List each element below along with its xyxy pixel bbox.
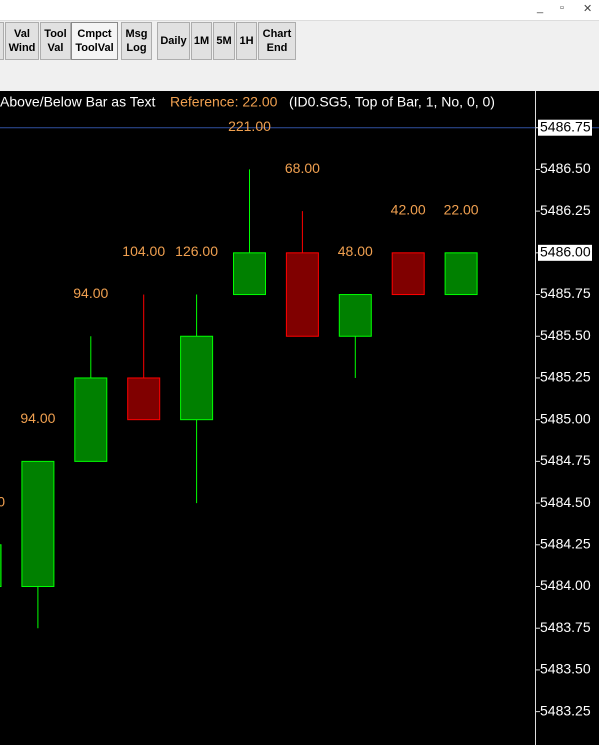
toolbar-button[interactable]: Chart End: [258, 22, 296, 60]
bar-text: 42.00: [391, 202, 426, 218]
button-label: 1M: [193, 35, 210, 47]
y-tick-label: 5485.50: [540, 327, 591, 343]
toolbar-button[interactable]: Val Wind: [5, 22, 39, 60]
candle-body: [127, 377, 161, 421]
candle-body: [74, 377, 108, 462]
button-label: Val: [47, 42, 64, 54]
y-tick-label: 5485.75: [540, 285, 591, 301]
title-bar: _ ▫ ✕: [0, 0, 599, 21]
button-label: Cmpct: [77, 28, 112, 40]
restore-button[interactable]: ▫: [560, 2, 564, 14]
y-tick-label: 5483.25: [540, 702, 591, 718]
button-label: Val: [14, 28, 30, 40]
y-tick-label: 5483.50: [540, 661, 591, 677]
bar-text: 22.00: [444, 202, 479, 218]
chart: Above/Below Bar as Text Reference: 22.00…: [0, 91, 599, 745]
toolbar-button[interactable]: 5M: [213, 22, 235, 60]
study-name: Above/Below Bar as Text: [0, 94, 155, 110]
candle-body: [21, 460, 55, 588]
study-reference: Reference: 22.00: [170, 94, 278, 110]
y-tick-label: 5484.75: [540, 452, 591, 468]
button-label: Daily: [160, 35, 187, 47]
button-label: Chart: [262, 28, 292, 40]
y-tick-label: 5485.25: [540, 369, 591, 385]
price-highlight: [538, 119, 592, 136]
button-label: Wind: [8, 42, 36, 54]
bar-text: 94.00: [20, 410, 55, 426]
bar-text: 126.00: [175, 243, 218, 259]
y-tick-label: 5486.50: [540, 160, 591, 176]
y-tick-label: 5484.00: [540, 577, 591, 593]
bar-text: 0: [0, 493, 5, 509]
minimize-button[interactable]: _: [537, 2, 544, 14]
bar-text: 221.00: [228, 118, 271, 134]
toolbar-button[interactable]: 1H: [236, 22, 257, 60]
button-label: Tool: [44, 28, 67, 40]
candle-body: [338, 294, 372, 337]
toolbar: Val Wind Tool Val Cmpct ToolVal Msg Log Daily 1M 5…: [0, 21, 599, 91]
candle-body: [391, 252, 425, 296]
toolbar-button[interactable]: 1M: [191, 22, 212, 60]
button-label: 5M: [216, 35, 232, 47]
candle-body: [233, 252, 266, 296]
y-tick-label: 5483.75: [540, 619, 591, 635]
button-label: End: [266, 42, 288, 54]
bar-text: 94.00: [73, 285, 108, 301]
candle-body: [444, 252, 478, 296]
candle-body: [285, 252, 319, 337]
partial-button[interactable]: [0, 22, 4, 60]
price-highlight: [538, 244, 592, 261]
study-params: (ID0.SG5, Top of Bar, 1, No, 0, 0): [289, 94, 495, 110]
candle-body: [0, 544, 2, 588]
button-label: 1H: [239, 35, 254, 47]
bar-text: 68.00: [285, 160, 320, 176]
y-tick-label: 5486.75: [540, 118, 591, 134]
candle-body: [180, 335, 214, 421]
button-label: Msg: [125, 28, 148, 40]
close-button[interactable]: ✕: [583, 3, 593, 15]
toolbar-button[interactable]: Tool Val: [40, 22, 71, 60]
button-label: Log: [126, 42, 147, 54]
button-label: ToolVal: [75, 42, 114, 54]
y-tick-label: 5486.25: [540, 202, 591, 218]
y-tick-label: 5486.00: [540, 244, 591, 260]
toolbar-button[interactable]: Daily: [157, 22, 190, 60]
y-tick-label: 5484.50: [540, 494, 591, 510]
y-tick-label: 5484.25: [540, 535, 591, 551]
toolbar-button[interactable]: Cmpct ToolVal: [71, 22, 118, 60]
toolbar-button[interactable]: Msg Log: [121, 22, 152, 60]
y-tick-label: 5485.00: [540, 410, 591, 426]
bar-text: 48.00: [338, 243, 373, 259]
bar-text: 104.00: [122, 243, 165, 259]
